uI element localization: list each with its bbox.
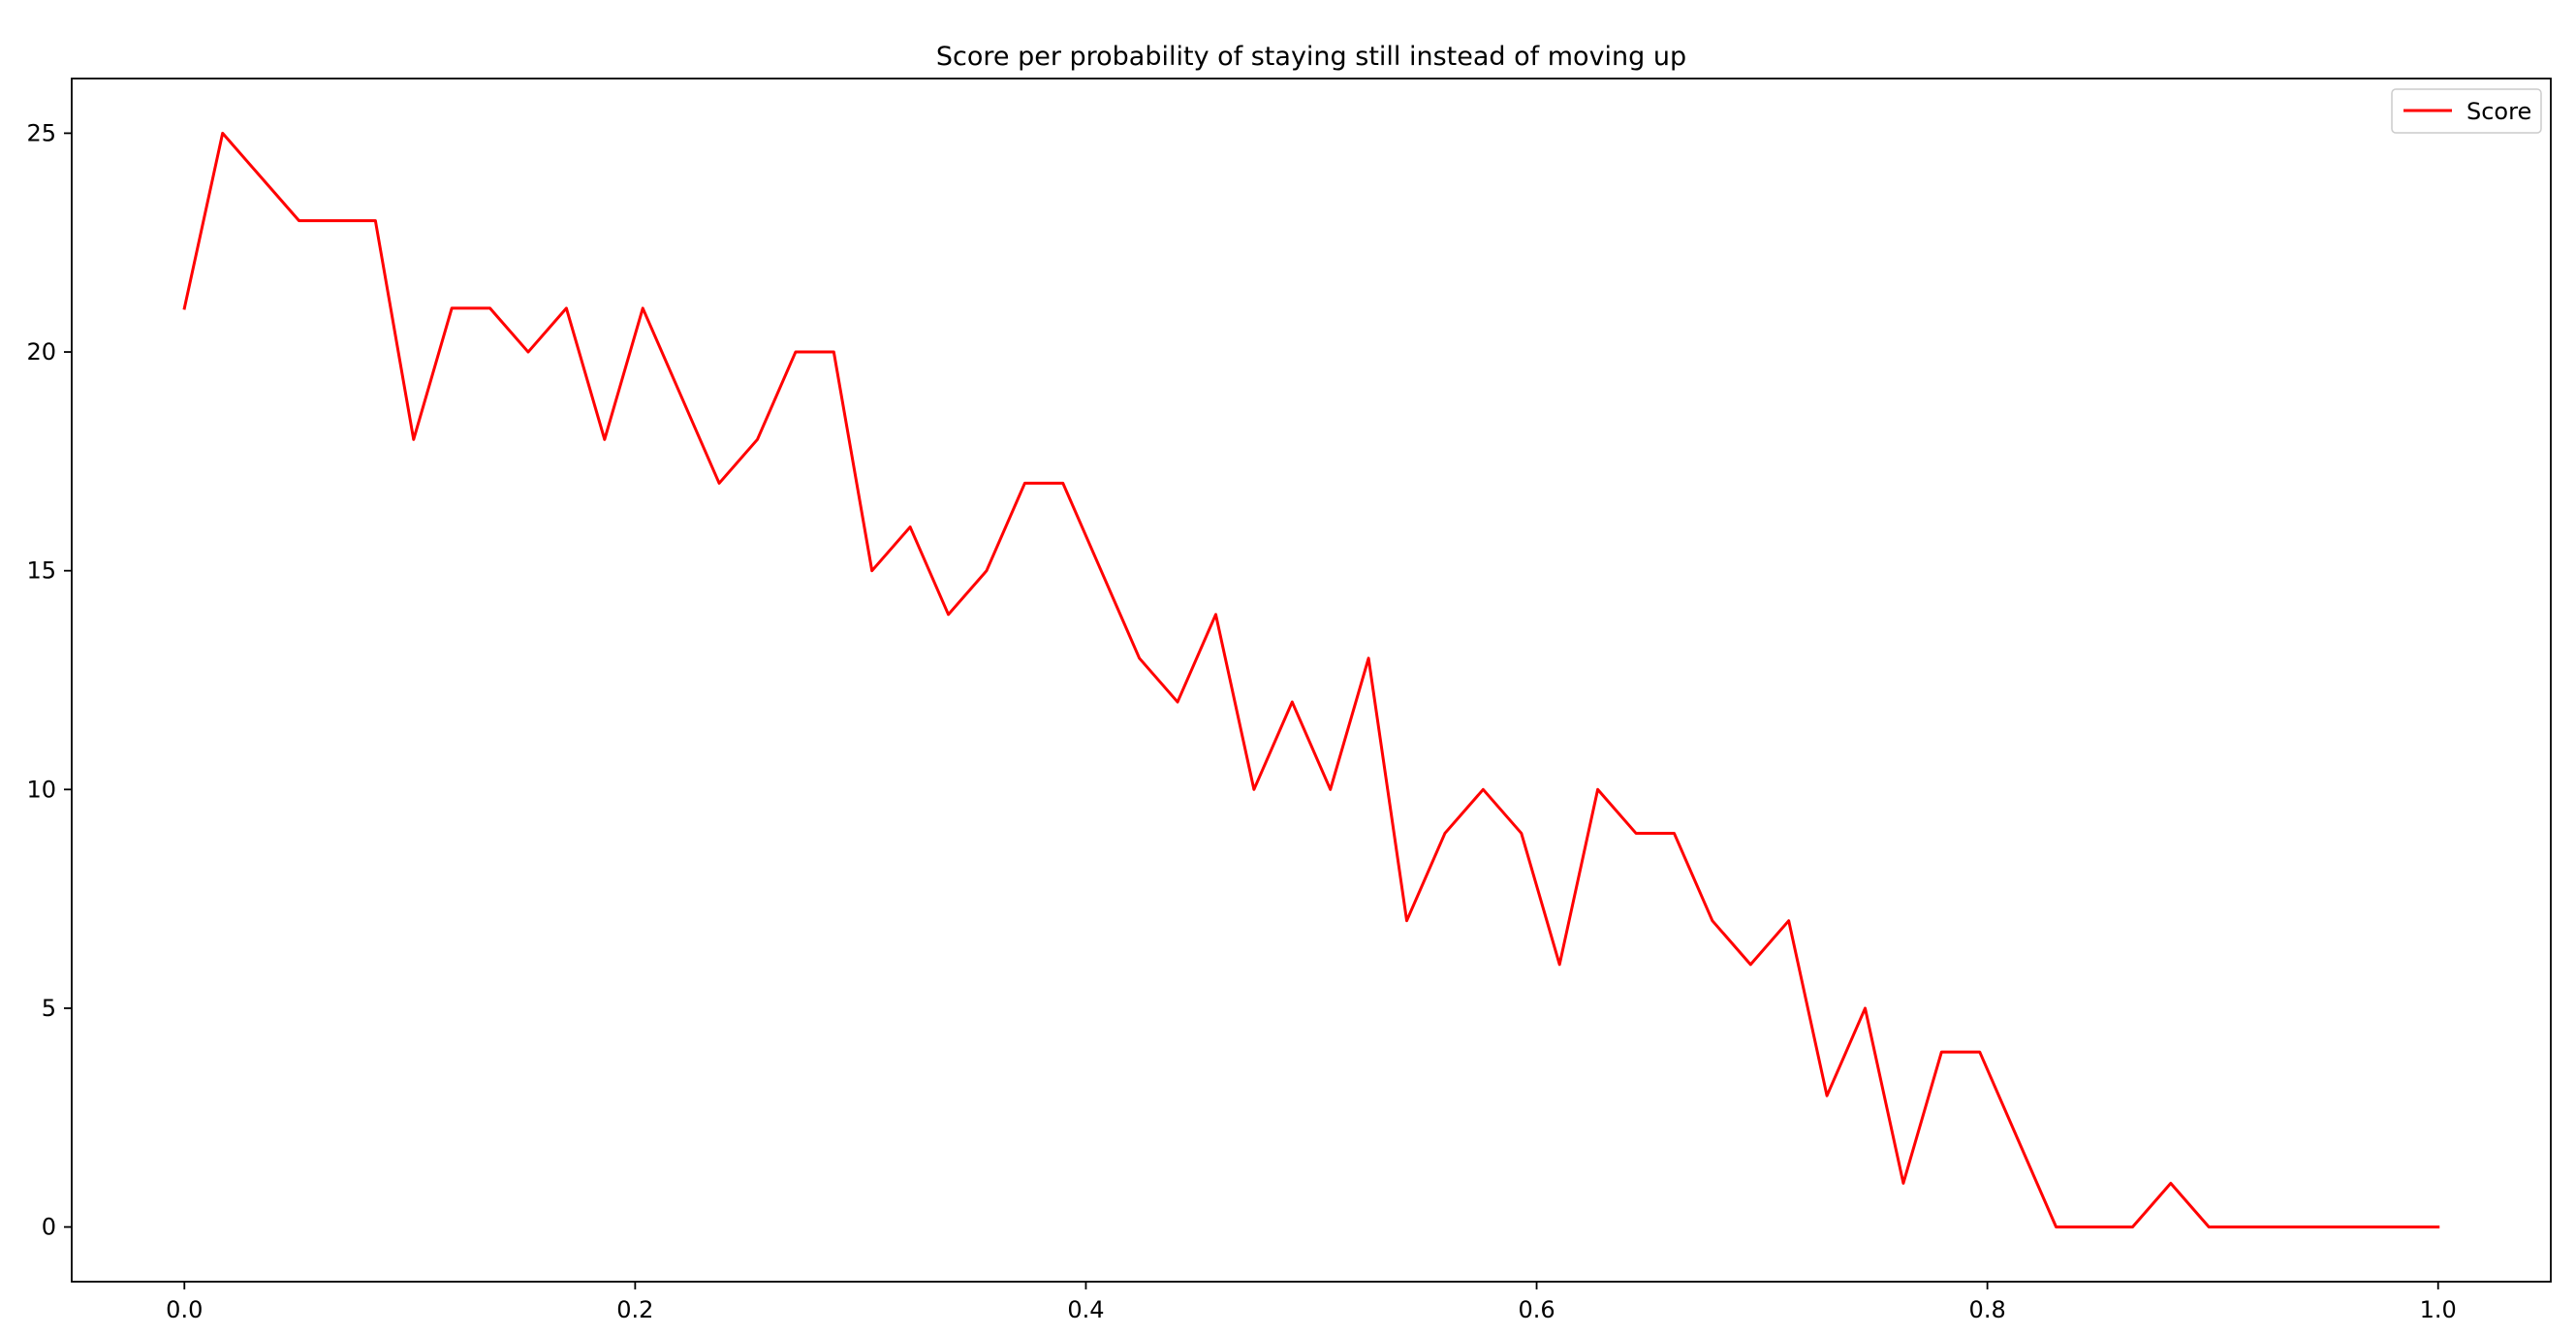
plot-area: [71, 78, 2552, 1283]
x-tick-label: 0.4: [1067, 1296, 1104, 1323]
y-tick-label: 25: [26, 119, 56, 146]
x-tick-label: 1.0: [2420, 1296, 2457, 1323]
legend-box: [2391, 88, 2542, 134]
x-tick-label: 0.2: [616, 1296, 653, 1323]
x-axis-ticks: 0.0 0.2 0.4 0.6 0.8 1.0: [166, 1282, 2457, 1323]
x-tick-label: 0.8: [1969, 1296, 2006, 1323]
chart-title: Score per probability of staying still i…: [936, 42, 1686, 72]
score-series-line: [182, 131, 2440, 1229]
y-tick-label: 10: [26, 776, 56, 803]
x-tick-label: 0.6: [1518, 1296, 1555, 1323]
y-tick-label: 5: [42, 995, 56, 1022]
x-tick-label: 0.0: [166, 1296, 203, 1323]
y-axis-ticks: 0 5 10 15 20 25: [26, 119, 72, 1241]
y-tick-label: 20: [26, 338, 56, 366]
y-tick-label: 0: [42, 1214, 56, 1241]
y-tick-label: 15: [26, 557, 56, 585]
plot-frame: [71, 78, 2552, 1283]
legend: Score: [2391, 88, 2542, 134]
legend-label-score: Score: [2466, 98, 2531, 125]
